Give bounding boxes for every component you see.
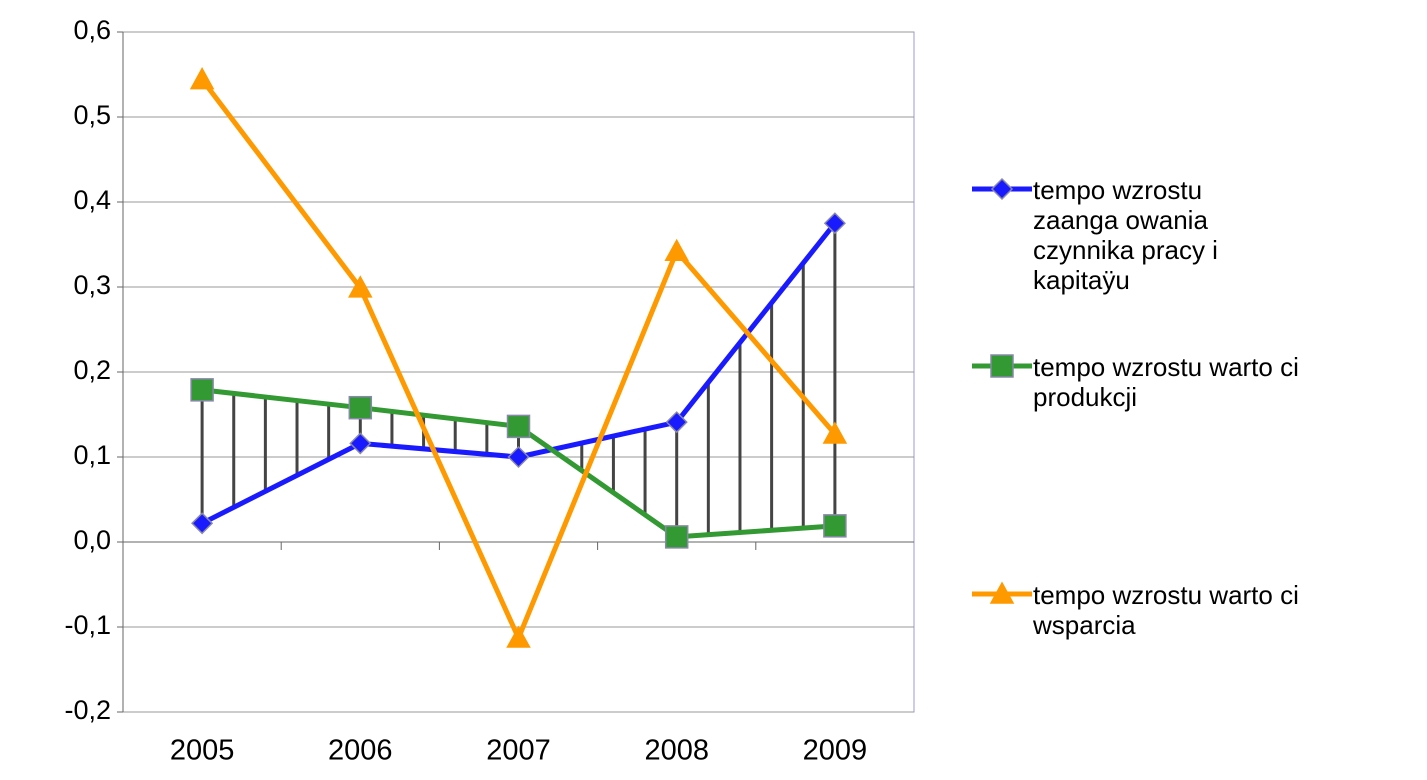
- y-tick-label: 0,4: [73, 185, 111, 215]
- x-tick-label: 2008: [644, 735, 709, 767]
- legend-marker: [990, 177, 1014, 201]
- marker: [506, 625, 531, 648]
- marker: [349, 432, 372, 455]
- y-tick-label: 0,5: [73, 100, 111, 130]
- y-tick-label: 0,3: [73, 270, 111, 300]
- marker: [823, 514, 847, 538]
- marker: [190, 378, 214, 402]
- x-tick-label: 2009: [803, 735, 868, 767]
- marker: [348, 395, 373, 420]
- marker: [665, 411, 688, 434]
- marker: [507, 445, 530, 469]
- legend-label: tempo wzrostu zaanga owania czynnika pra…: [1033, 175, 1218, 295]
- y-tick-label: -0,1: [64, 610, 111, 640]
- x-tick-label: 2005: [170, 735, 235, 767]
- marker: [823, 212, 846, 235]
- x-tick-label: 2006: [328, 735, 393, 767]
- marker: [664, 238, 689, 262]
- y-tick-label: 0,1: [73, 440, 111, 470]
- marker: [822, 421, 848, 444]
- legend-marker: [989, 581, 1015, 604]
- y-tick-label: -0,2: [64, 695, 111, 725]
- legend-marker: [990, 354, 1014, 378]
- y-tick-label: 0,6: [73, 15, 111, 45]
- marker: [191, 512, 214, 535]
- marker: [189, 67, 215, 90]
- marker: [348, 275, 373, 298]
- x-tick-label: 2007: [486, 735, 551, 767]
- legend-label: tempo wzrostu warto ci wsparcia: [1033, 580, 1299, 640]
- marker: [664, 525, 689, 549]
- y-tick-label: 0,0: [73, 525, 111, 555]
- marker: [506, 414, 531, 439]
- y-tick-label: 0,2: [73, 355, 111, 385]
- legend-label: tempo wzrostu warto ci produkcji: [1033, 352, 1299, 412]
